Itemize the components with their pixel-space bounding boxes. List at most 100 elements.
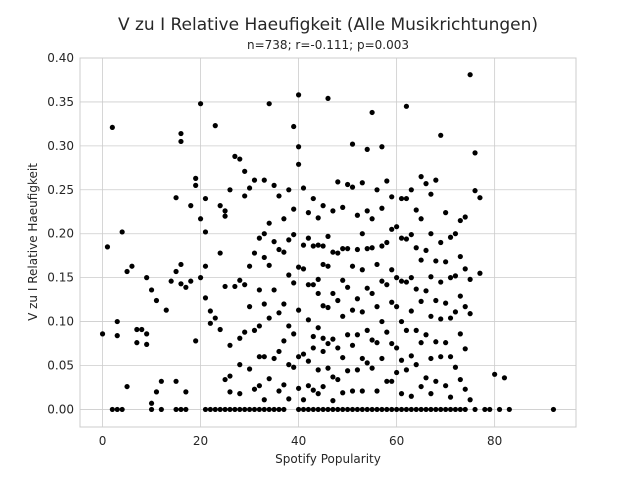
data-point (428, 231, 434, 237)
data-point (349, 263, 356, 269)
data-point (237, 156, 243, 162)
data-point (202, 229, 209, 235)
y-tick-label: 0.35 (47, 95, 74, 109)
data-point (256, 287, 262, 293)
data-point (251, 406, 258, 413)
data-point (384, 406, 390, 413)
data-point (256, 235, 262, 241)
data-point (197, 275, 204, 281)
data-point (315, 290, 321, 297)
data-point (354, 332, 361, 338)
data-point (330, 406, 336, 413)
data-point (246, 263, 253, 269)
data-point (305, 210, 311, 216)
data-point (300, 242, 307, 248)
data-point (467, 397, 473, 403)
data-point (291, 231, 297, 238)
data-point (482, 406, 488, 413)
data-point (310, 333, 316, 340)
data-point (462, 386, 468, 392)
data-point (217, 406, 223, 413)
data-point (408, 231, 414, 238)
data-point (496, 406, 503, 413)
data-point (374, 406, 380, 413)
data-point (418, 257, 424, 263)
data-point (403, 103, 410, 109)
data-point (457, 293, 463, 299)
data-point (266, 220, 272, 226)
data-point (315, 242, 321, 248)
data-point (364, 146, 370, 152)
data-point (418, 216, 424, 222)
data-point (286, 237, 292, 243)
x-tick-label: 0 (99, 434, 107, 448)
data-point (335, 179, 341, 185)
data-point (310, 345, 316, 351)
data-point (310, 406, 316, 413)
data-point (266, 376, 272, 382)
data-point (237, 335, 243, 341)
data-point (423, 406, 429, 413)
data-point (408, 353, 414, 359)
data-point (202, 195, 209, 202)
data-point (394, 224, 400, 230)
data-point (183, 406, 189, 413)
data-point (457, 376, 463, 383)
data-point (325, 95, 331, 102)
data-point (305, 282, 311, 288)
data-point (364, 360, 370, 366)
data-point (217, 326, 223, 333)
data-point (467, 72, 473, 78)
data-point (178, 261, 184, 268)
y-tick-label: 0.15 (47, 271, 74, 285)
data-point (369, 216, 375, 222)
data-point (261, 397, 267, 403)
data-point (114, 333, 120, 339)
data-point (428, 391, 434, 397)
data-point (256, 383, 262, 389)
data-point (447, 275, 454, 281)
data-point (232, 406, 238, 413)
data-point (320, 348, 326, 355)
data-point (330, 374, 336, 380)
data-point (300, 351, 307, 357)
data-point (418, 383, 424, 390)
data-point (271, 355, 277, 362)
data-point (320, 303, 326, 309)
data-point (183, 389, 189, 395)
data-point (148, 406, 155, 413)
data-point (202, 295, 209, 301)
data-point (237, 277, 243, 283)
data-point (354, 367, 361, 373)
data-point (237, 406, 243, 413)
data-point (403, 327, 410, 333)
y-axis-label: V zu I Relative Haeufigkeit (26, 163, 40, 321)
data-point (276, 310, 282, 316)
data-point (242, 406, 248, 413)
data-point (398, 318, 405, 325)
data-point (109, 406, 115, 413)
chart-title: V zu I Relative Haeufigkeit (Alle Musikr… (118, 15, 538, 35)
data-point (251, 386, 258, 392)
data-point (340, 313, 346, 319)
data-point (379, 205, 385, 211)
data-point (281, 301, 287, 307)
data-point (413, 406, 419, 413)
data-point (173, 378, 179, 384)
data-point (379, 243, 385, 249)
data-point (291, 280, 297, 286)
data-point (359, 388, 365, 394)
data-point (266, 315, 272, 321)
data-point (477, 270, 483, 276)
data-point (359, 267, 365, 273)
data-point (340, 246, 346, 252)
data-point (315, 276, 321, 282)
data-point (443, 210, 449, 216)
data-point (349, 184, 356, 190)
data-point (462, 406, 468, 413)
data-point (364, 327, 370, 333)
data-point (315, 215, 321, 221)
data-point (227, 342, 233, 348)
data-point (462, 304, 468, 310)
data-point (158, 378, 164, 384)
